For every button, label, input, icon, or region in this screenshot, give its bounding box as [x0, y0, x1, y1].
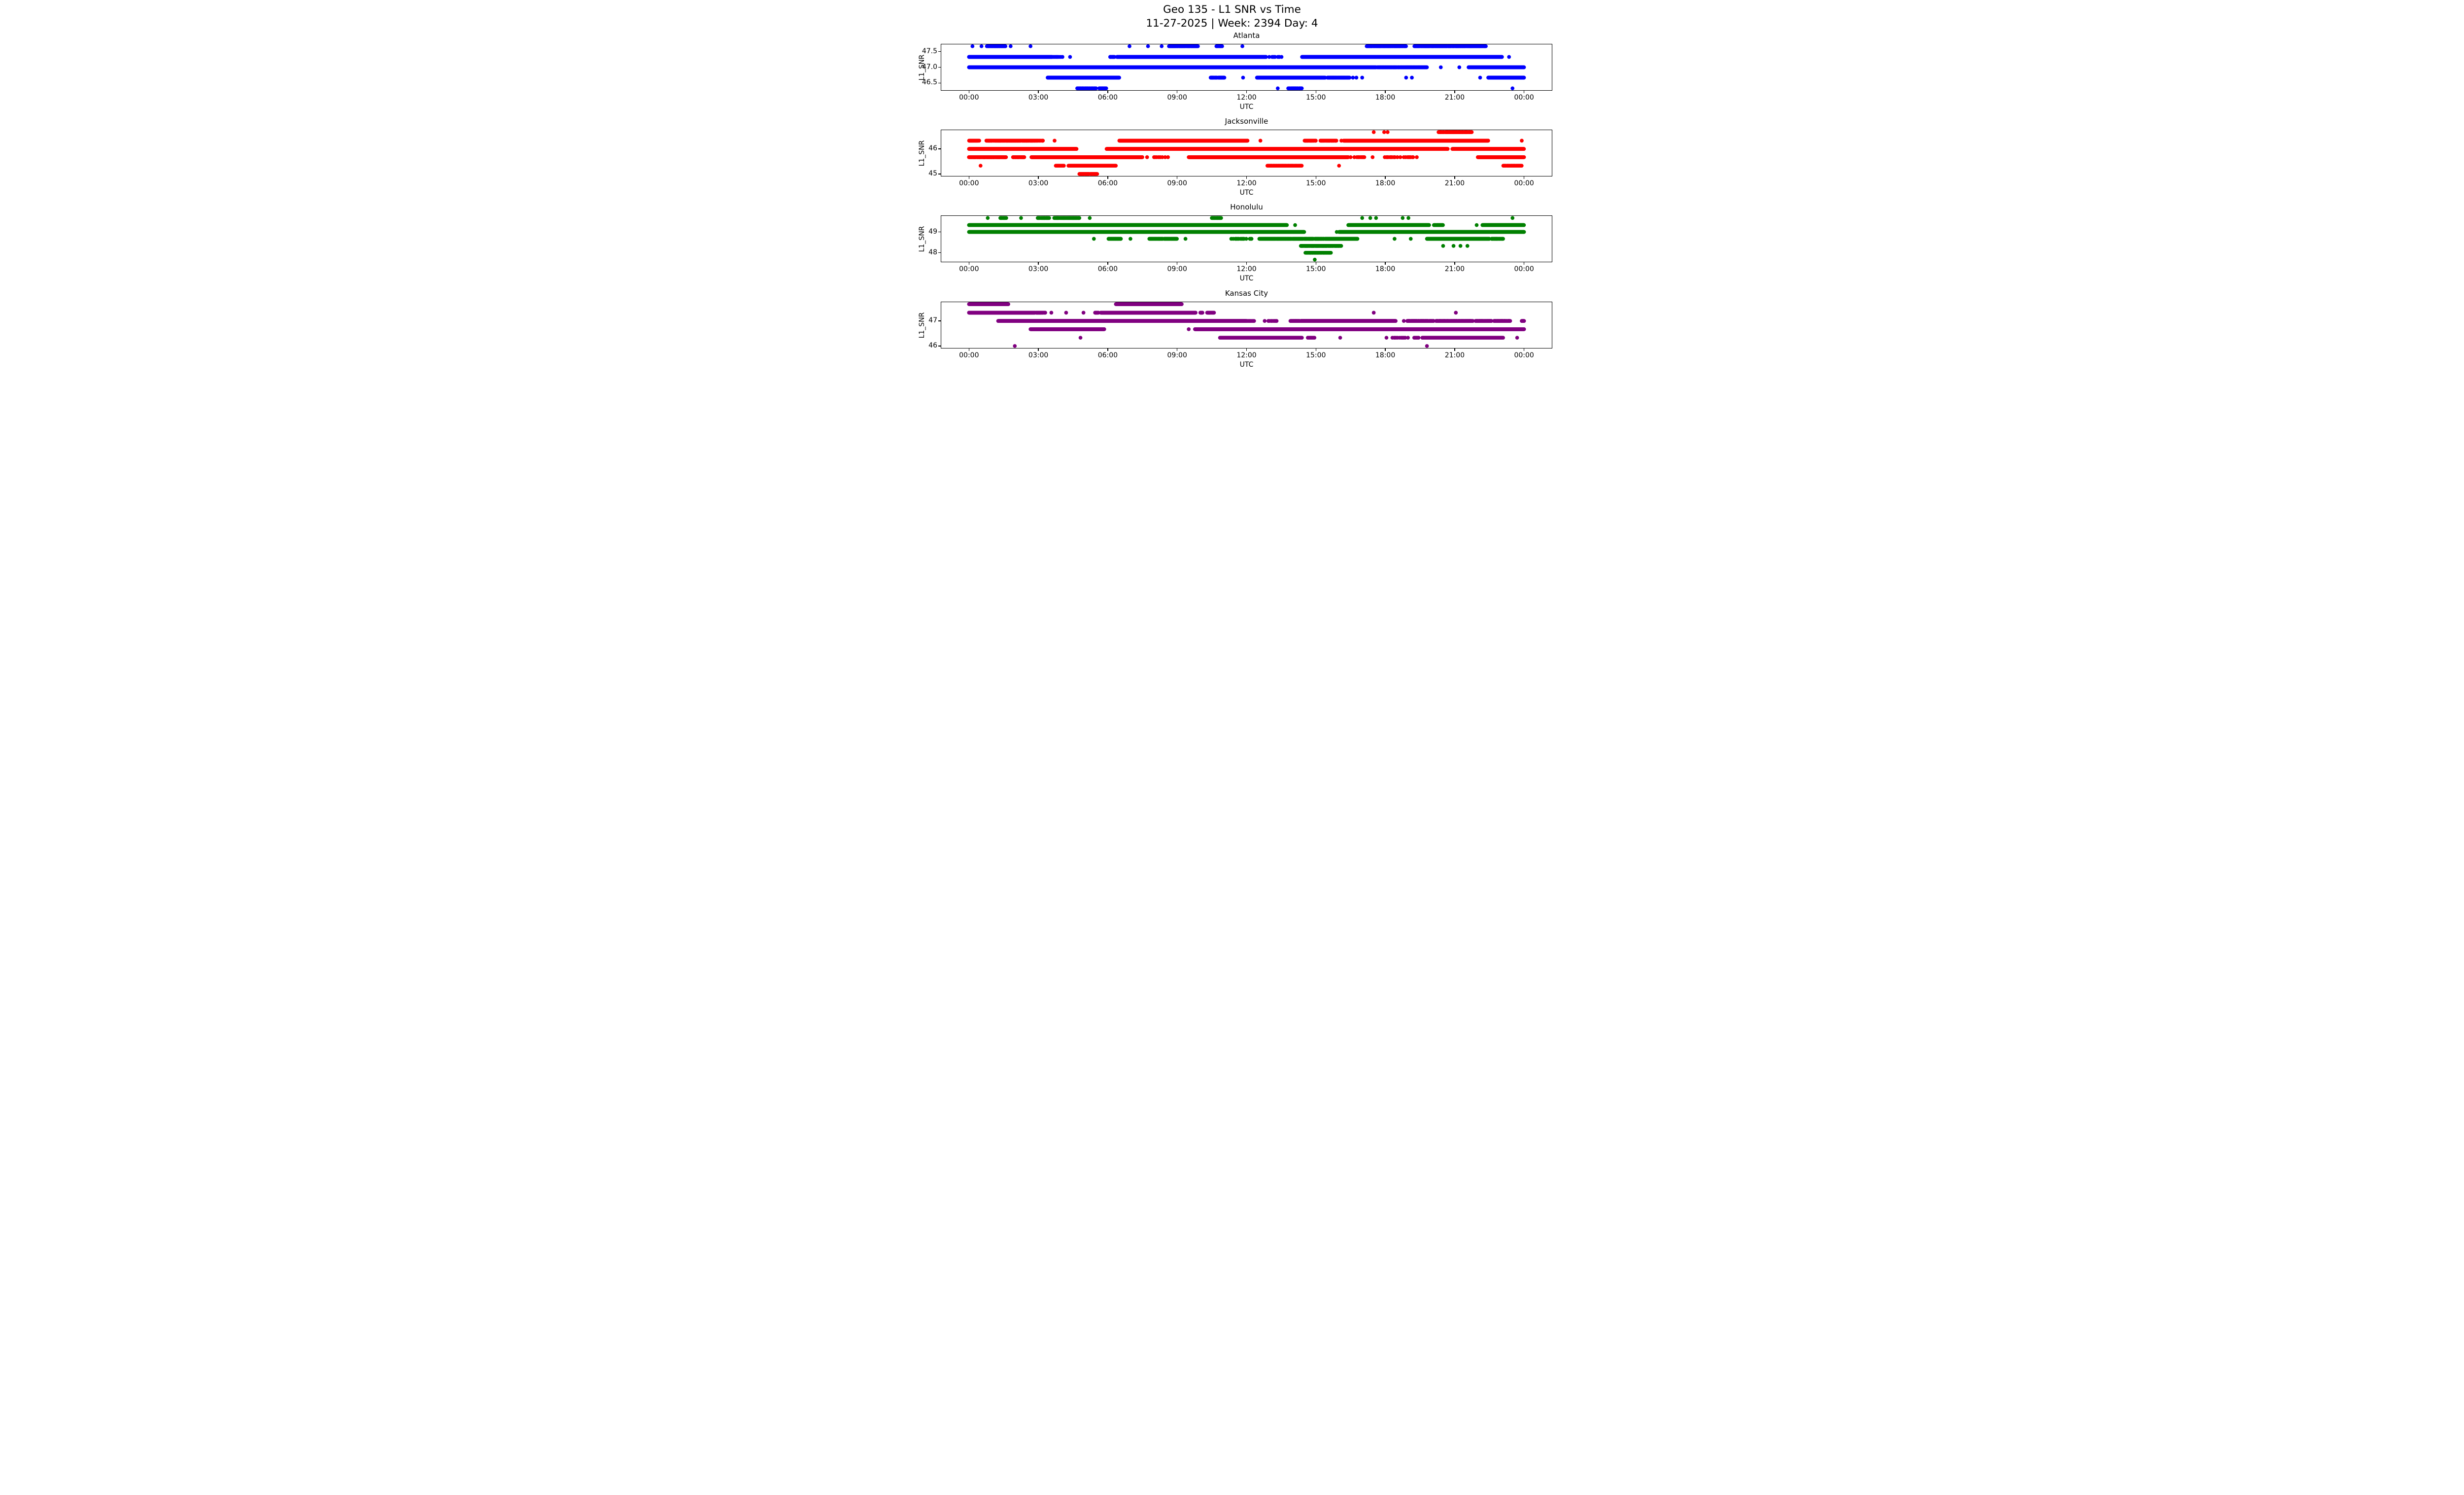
- x-tick-label: 15:00: [1306, 351, 1326, 359]
- x-axis-label: UTC: [1239, 103, 1254, 111]
- plot-area: [940, 301, 1552, 348]
- y-tick-mark: [938, 148, 941, 149]
- x-tick-label: 21:00: [1444, 179, 1465, 187]
- x-tick-label: 03:00: [1028, 351, 1049, 359]
- x-tick-label: 06:00: [1097, 179, 1118, 187]
- x-tick-label: 12:00: [1236, 179, 1257, 187]
- x-tick-mark: [1107, 176, 1108, 179]
- y-tick-label: 46: [928, 144, 937, 153]
- x-tick-label: 18:00: [1375, 265, 1396, 273]
- x-axis-label: UTC: [1239, 361, 1254, 369]
- y-tick-label: 49: [928, 227, 937, 236]
- x-tick-mark: [1107, 91, 1108, 93]
- x-tick-label: 18:00: [1375, 179, 1396, 187]
- x-tick-label: 21:00: [1444, 94, 1465, 102]
- subplot-title: Jacksonville: [1225, 117, 1268, 126]
- subplot-title: Atlanta: [1233, 31, 1260, 40]
- x-tick-label: 09:00: [1167, 94, 1187, 102]
- y-tick-mark: [938, 252, 941, 253]
- x-tick-mark: [1454, 176, 1455, 179]
- y-tick-label: 47: [928, 316, 937, 325]
- scatter-canvas-atlanta: [941, 44, 1552, 90]
- x-tick-label: 09:00: [1167, 351, 1187, 359]
- x-tick-mark: [1246, 348, 1247, 351]
- x-tick-label: 21:00: [1444, 351, 1465, 359]
- figure-title: Geo 135 - L1 SNR vs Time: [1163, 3, 1301, 16]
- x-axis-label: UTC: [1239, 189, 1254, 197]
- x-tick-label: 06:00: [1097, 94, 1118, 102]
- x-tick-label: 12:00: [1236, 265, 1257, 273]
- x-tick-label: 15:00: [1306, 265, 1326, 273]
- x-tick-label: 21:00: [1444, 265, 1465, 273]
- x-tick-label: 00:00: [959, 94, 979, 102]
- y-tick-mark: [938, 67, 941, 68]
- x-tick-mark: [1107, 262, 1108, 265]
- scatter-canvas-kansas-city: [941, 302, 1552, 348]
- plot-area: [940, 215, 1552, 262]
- y-tick-label: 47.5: [922, 47, 937, 55]
- x-tick-label: 00:00: [1514, 94, 1534, 102]
- y-tick-label: 46.5: [922, 78, 937, 87]
- x-tick-mark: [1454, 91, 1455, 93]
- x-tick-mark: [1454, 348, 1455, 351]
- x-tick-label: 12:00: [1236, 351, 1257, 359]
- plot-area: [940, 43, 1552, 91]
- x-tick-label: 15:00: [1306, 179, 1326, 187]
- figure-subtitle: 11-27-2025 | Week: 2394 Day: 4: [1146, 17, 1318, 30]
- subplot-title: Kansas City: [1225, 289, 1268, 298]
- y-tick-mark: [938, 320, 941, 321]
- y-tick-label: 47.0: [922, 63, 937, 71]
- x-tick-mark: [1246, 91, 1247, 93]
- x-tick-label: 03:00: [1028, 265, 1049, 273]
- x-tick-label: 06:00: [1097, 351, 1118, 359]
- x-tick-label: 18:00: [1375, 351, 1396, 359]
- y-tick-label: 46: [928, 341, 937, 349]
- scatter-canvas-jacksonville: [941, 130, 1552, 176]
- scatter-canvas-honolulu: [941, 215, 1552, 262]
- x-tick-mark: [1454, 262, 1455, 265]
- plot-area: [940, 129, 1552, 176]
- subplot-title: Honolulu: [1230, 203, 1263, 211]
- y-axis-label: L1_SNR: [918, 140, 926, 166]
- x-tick-label: 18:00: [1375, 94, 1396, 102]
- y-tick-mark: [938, 51, 941, 52]
- x-tick-label: 00:00: [959, 265, 979, 273]
- x-axis-label: UTC: [1239, 275, 1254, 282]
- x-tick-label: 06:00: [1097, 265, 1118, 273]
- x-tick-label: 12:00: [1236, 94, 1257, 102]
- x-tick-label: 00:00: [1514, 179, 1534, 187]
- x-tick-label: 00:00: [1514, 351, 1534, 359]
- x-tick-label: 15:00: [1306, 94, 1326, 102]
- y-tick-label: 45: [928, 169, 937, 177]
- y-axis-label: L1_SNR: [918, 312, 926, 338]
- x-tick-label: 00:00: [1514, 265, 1534, 273]
- snr-figure: Geo 135 - L1 SNR vs Time 11-27-2025 | We…: [907, 0, 1557, 374]
- x-tick-mark: [1107, 348, 1108, 351]
- x-tick-label: 09:00: [1167, 179, 1187, 187]
- x-tick-label: 09:00: [1167, 265, 1187, 273]
- x-tick-label: 00:00: [959, 179, 979, 187]
- x-tick-label: 03:00: [1028, 179, 1049, 187]
- x-tick-label: 00:00: [959, 351, 979, 359]
- y-tick-label: 48: [928, 248, 937, 256]
- x-tick-mark: [1246, 176, 1247, 179]
- x-tick-mark: [1246, 262, 1247, 265]
- x-tick-label: 03:00: [1028, 94, 1049, 102]
